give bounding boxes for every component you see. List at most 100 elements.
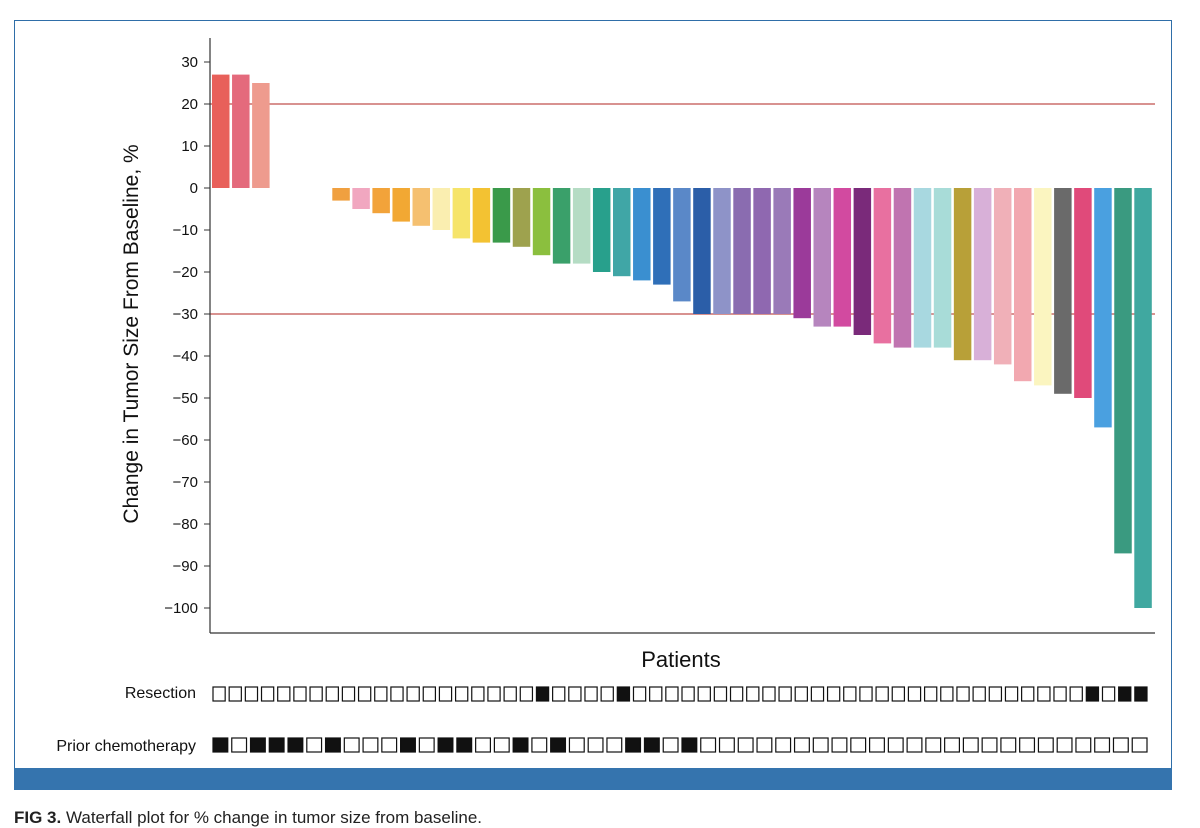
bar (893, 188, 912, 348)
bar (653, 188, 671, 285)
bar (1114, 188, 1132, 554)
resection-marker (325, 686, 339, 702)
figure-footer-band (14, 768, 1172, 790)
resection-marker (454, 686, 469, 702)
bar (592, 188, 611, 272)
bar (953, 188, 972, 361)
y-tick-label: −30 (173, 306, 198, 323)
resection-marker (956, 686, 970, 702)
bar (472, 188, 491, 243)
resection-marker (778, 686, 792, 702)
chemo-marker (906, 737, 923, 753)
chemo-marker (1112, 737, 1129, 753)
chemo-marker (1094, 737, 1111, 753)
chemo-marker (287, 737, 304, 753)
prior-chemotherapy-row (212, 737, 1148, 753)
resection-marker (713, 686, 728, 702)
bar (432, 188, 451, 230)
resection-marker (729, 686, 744, 702)
resection-marker (859, 686, 873, 702)
resection-marker (940, 686, 954, 702)
resection-marker (1101, 686, 1116, 702)
resection-marker (293, 686, 307, 702)
resection-marker (649, 686, 663, 702)
resection-marker (665, 686, 679, 702)
resection-marker (1004, 686, 1019, 702)
resection-marker (1118, 686, 1132, 702)
chemo-marker (306, 737, 323, 753)
bar (452, 188, 471, 239)
chemo-marker (362, 737, 379, 753)
chemo-marker (1000, 737, 1017, 753)
chemo-marker (456, 737, 473, 753)
y-tick-label: 0 (190, 180, 198, 197)
resection-marker (438, 686, 453, 702)
resection-marker (260, 686, 275, 702)
resection-marker (1021, 686, 1035, 702)
resection-marker (519, 686, 534, 702)
chemo-marker (249, 737, 266, 753)
resection-marker (406, 686, 420, 702)
chemo-marker (962, 737, 979, 753)
y-tick-label: −80 (173, 516, 198, 533)
chemo-marker (381, 737, 398, 753)
chemo-marker (1037, 737, 1054, 753)
chemo-marker (812, 737, 829, 753)
resection-marker (1134, 686, 1148, 702)
chemo-marker (268, 737, 285, 753)
bar (512, 188, 531, 247)
bar (232, 74, 250, 188)
resection-marker (681, 686, 695, 702)
bar (1014, 188, 1032, 382)
resection-marker (244, 686, 259, 702)
resection-marker (794, 686, 808, 702)
chemo-marker (1075, 737, 1092, 753)
resection-marker (503, 686, 517, 702)
y-tick-label: −90 (173, 558, 198, 575)
resection-row (212, 686, 1148, 702)
bar (1054, 188, 1072, 394)
chemo-marker (1019, 737, 1036, 753)
y-tick-label: 20 (181, 96, 198, 113)
chemo-marker (831, 737, 848, 753)
chemo-marker (981, 737, 998, 753)
resection-marker (1069, 686, 1083, 702)
resection-marker (923, 686, 938, 702)
y-tick-label: −20 (173, 264, 198, 281)
resection-marker (584, 686, 598, 702)
bar (412, 188, 430, 226)
chemo-marker (324, 737, 341, 753)
caption-text: Waterfall plot for % change in tumor siz… (65, 808, 483, 827)
bar (492, 188, 511, 243)
resection-marker (390, 686, 404, 702)
bar (993, 188, 1012, 365)
bar (753, 188, 771, 314)
bar (572, 188, 591, 264)
y-tick-label: 30 (181, 54, 198, 71)
waterfall-chart: 30 20 10 0 −10 −20 −30 −40 −50 −60 −70 −80 −90 −100 C… (56, 38, 1155, 755)
bar (693, 188, 711, 314)
chemo-marker (925, 737, 942, 753)
resection-marker (826, 686, 841, 702)
bar (933, 188, 952, 348)
bar (793, 188, 811, 319)
chemo-marker (700, 737, 717, 753)
bar (552, 188, 571, 264)
resection-marker (972, 686, 986, 702)
chemo-marker (512, 737, 529, 753)
chemo-marker (418, 737, 435, 753)
bar (252, 83, 270, 188)
bar (733, 188, 751, 314)
row-label-prior-chemotherapy: Prior chemotherapy (56, 738, 196, 755)
chemo-marker (850, 737, 867, 753)
resection-marker (616, 686, 631, 702)
chemo-marker (1131, 737, 1148, 753)
bar (813, 188, 831, 327)
bar (873, 188, 892, 344)
resection-marker (277, 686, 291, 702)
chemo-marker (775, 737, 792, 753)
resection-marker (907, 686, 922, 702)
axis-lines (209, 38, 1155, 634)
chemo-marker (756, 737, 773, 753)
chemo-marker (887, 737, 904, 753)
